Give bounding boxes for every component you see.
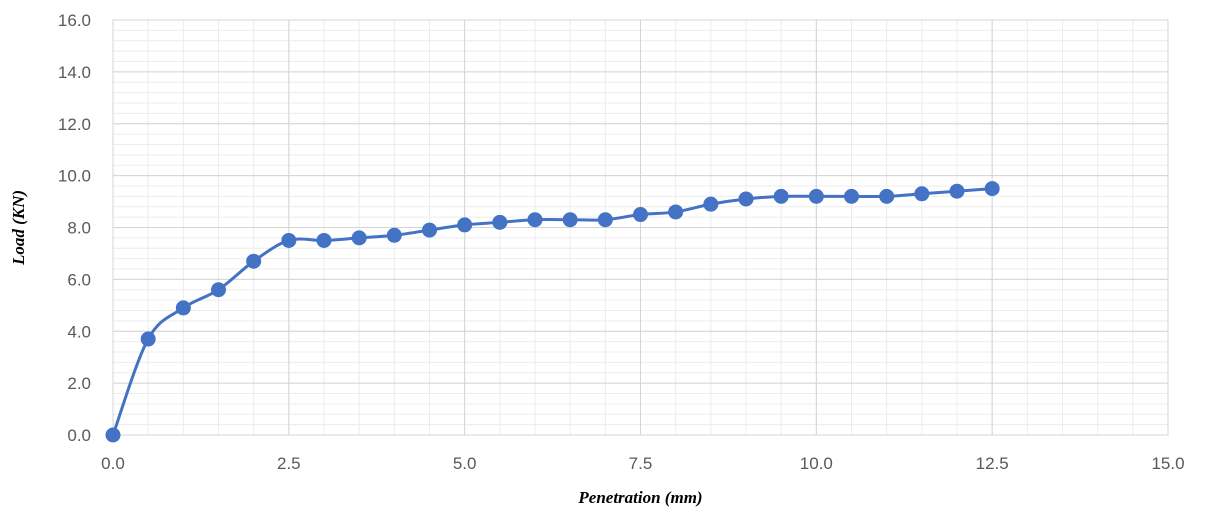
data-point (668, 204, 684, 220)
y-tick-label: 16.0 (58, 11, 91, 30)
y-tick-label: 14.0 (58, 63, 91, 82)
x-tick-label: 10.0 (800, 454, 833, 473)
data-point (703, 196, 719, 212)
data-point (211, 282, 226, 298)
y-tick-label: 6.0 (67, 270, 91, 289)
x-tick-label: 12.5 (976, 454, 1009, 473)
data-point (386, 227, 402, 243)
y-axis-title: Load (KN) (9, 190, 28, 266)
data-point (879, 188, 895, 204)
x-tick-label: 5.0 (453, 454, 477, 473)
data-point (351, 230, 367, 246)
y-tick-label: 0.0 (67, 426, 91, 445)
data-point (844, 188, 859, 204)
data-point (457, 217, 473, 233)
y-tick-label: 8.0 (67, 219, 91, 238)
data-point (105, 427, 121, 443)
x-tick-label: 0.0 (101, 454, 125, 473)
data-point (246, 253, 262, 269)
data-point (527, 212, 543, 228)
plot-border (112, 19, 1169, 436)
data-point (316, 232, 332, 248)
x-tick-label: 2.5 (277, 454, 301, 473)
y-axis-tick-labels: 0.0 2.0 4.0 6.0 8.0 10.0 12.0 14.0 16.0 (58, 11, 91, 445)
y-tick-label: 10.0 (58, 167, 91, 186)
series-markers (105, 181, 1000, 443)
data-point (633, 207, 648, 223)
x-tick-label: 15.0 (1151, 454, 1184, 473)
data-point (808, 188, 824, 204)
data-point (175, 300, 191, 316)
data-point (492, 214, 508, 230)
data-point (597, 212, 613, 228)
data-point (773, 188, 789, 204)
data-point (949, 183, 965, 199)
data-point (562, 212, 578, 228)
y-tick-label: 12.0 (58, 115, 91, 134)
data-point (140, 331, 156, 347)
plot-area-border (112, 19, 1169, 436)
data-point (281, 232, 297, 248)
y-tick-label: 2.0 (67, 374, 91, 393)
y-tick-label: 4.0 (67, 322, 91, 341)
x-axis-tick-labels: 0.0 2.5 5.0 7.5 10.0 12.5 15.0 (101, 454, 1184, 473)
data-point (738, 191, 754, 207)
x-axis-title: Penetration (mm) (577, 488, 702, 507)
data-point (914, 186, 930, 202)
data-point (984, 181, 1000, 197)
x-tick-label: 7.5 (629, 454, 653, 473)
data-point (422, 222, 437, 238)
